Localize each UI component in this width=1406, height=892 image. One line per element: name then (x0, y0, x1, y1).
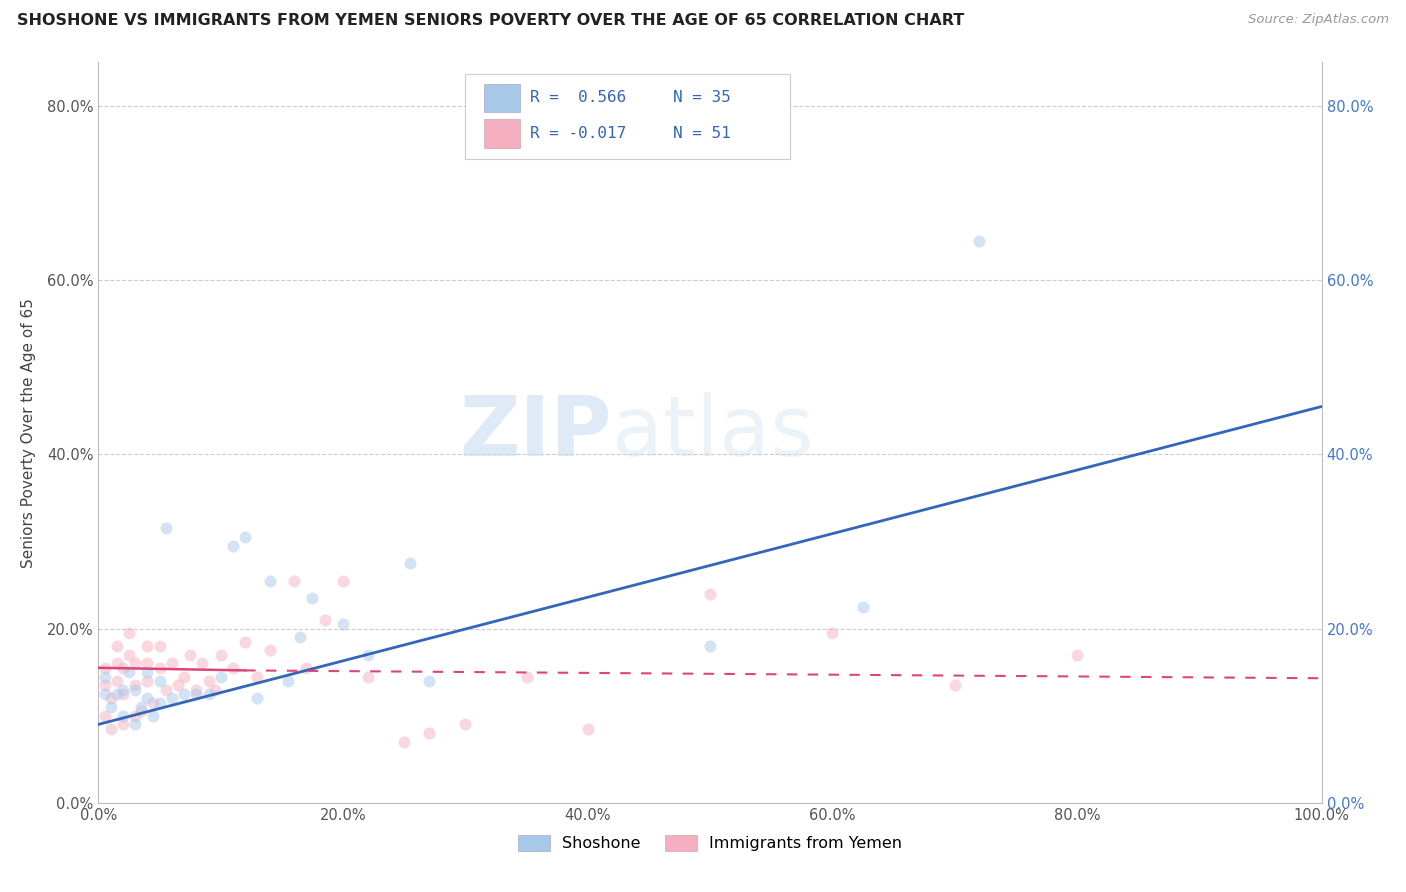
Point (454, 717, 477, 731)
Point (283, 574, 305, 588)
Point (186, 682, 208, 697)
Point (295, 661, 318, 675)
Point (129, 704, 152, 718)
Point (222, 539, 245, 553)
FancyBboxPatch shape (484, 84, 520, 112)
Point (136, 657, 159, 671)
Point (356, 648, 378, 662)
Point (576, 722, 599, 736)
Point (246, 691, 269, 706)
Point (943, 678, 966, 692)
Point (105, 639, 128, 653)
Point (124, 682, 146, 697)
Point (124, 708, 146, 723)
Point (515, 669, 537, 683)
Point (167, 678, 190, 692)
Point (111, 717, 134, 731)
Text: Source: ZipAtlas.com: Source: ZipAtlas.com (1249, 13, 1389, 27)
Point (277, 673, 299, 688)
Point (699, 587, 721, 601)
Point (197, 687, 219, 701)
Point (209, 669, 232, 683)
Point (246, 669, 269, 683)
Point (967, 234, 990, 248)
Point (111, 661, 134, 675)
Point (124, 678, 146, 692)
Point (149, 696, 172, 710)
Point (136, 691, 159, 706)
Point (209, 648, 232, 662)
Point (93, 678, 115, 692)
Point (204, 682, 226, 697)
FancyBboxPatch shape (484, 120, 520, 147)
Text: ZIP: ZIP (460, 392, 612, 473)
Point (100, 700, 122, 714)
Point (399, 556, 422, 570)
Point (111, 687, 134, 701)
Point (111, 708, 134, 723)
Point (136, 673, 159, 688)
Point (118, 626, 141, 640)
Point (155, 521, 177, 535)
Point (149, 639, 172, 653)
Point (93, 661, 115, 675)
Text: R =  0.566: R = 0.566 (530, 90, 627, 105)
Point (259, 574, 281, 588)
FancyBboxPatch shape (465, 73, 790, 159)
Point (93, 669, 115, 683)
Point (173, 669, 195, 683)
Point (356, 669, 378, 683)
Point (301, 591, 323, 606)
Point (191, 657, 214, 671)
Text: R = -0.017: R = -0.017 (530, 126, 627, 141)
Text: atlas: atlas (612, 392, 814, 473)
Point (100, 691, 122, 706)
Point (105, 657, 128, 671)
Point (105, 673, 128, 688)
Point (179, 648, 201, 662)
Point (136, 639, 159, 653)
Point (699, 639, 721, 653)
Point (136, 665, 159, 680)
Point (821, 626, 844, 640)
Point (197, 673, 219, 688)
Point (314, 613, 336, 627)
Point (392, 735, 416, 749)
Point (418, 726, 440, 740)
Point (155, 682, 177, 697)
Point (124, 717, 146, 731)
Point (100, 722, 122, 736)
Point (118, 648, 141, 662)
Point (852, 599, 875, 614)
Text: N = 51: N = 51 (673, 126, 731, 141)
Point (222, 661, 245, 675)
Point (124, 657, 146, 671)
Point (332, 617, 354, 632)
Point (160, 657, 183, 671)
Point (233, 530, 256, 544)
Point (142, 708, 165, 723)
Point (160, 691, 183, 706)
Point (1066, 648, 1088, 662)
Point (118, 665, 141, 680)
Point (173, 687, 195, 701)
Point (186, 687, 208, 701)
Point (111, 682, 134, 697)
Text: N = 35: N = 35 (673, 90, 731, 105)
Point (105, 687, 128, 701)
Point (290, 630, 312, 644)
Point (259, 643, 281, 657)
Point (93, 687, 115, 701)
Point (418, 673, 440, 688)
Point (149, 661, 172, 675)
Y-axis label: Seniors Poverty Over the Age of 65: Seniors Poverty Over the Age of 65 (21, 298, 35, 567)
Point (332, 574, 354, 588)
Text: SHOSHONE VS IMMIGRANTS FROM YEMEN SENIORS POVERTY OVER THE AGE OF 65 CORRELATION: SHOSHONE VS IMMIGRANTS FROM YEMEN SENIOR… (17, 13, 965, 29)
Point (129, 700, 152, 714)
Point (149, 673, 172, 688)
Point (233, 634, 256, 648)
Point (142, 696, 165, 710)
Point (93, 708, 115, 723)
Legend: Shoshone, Immigrants from Yemen: Shoshone, Immigrants from Yemen (512, 829, 908, 858)
